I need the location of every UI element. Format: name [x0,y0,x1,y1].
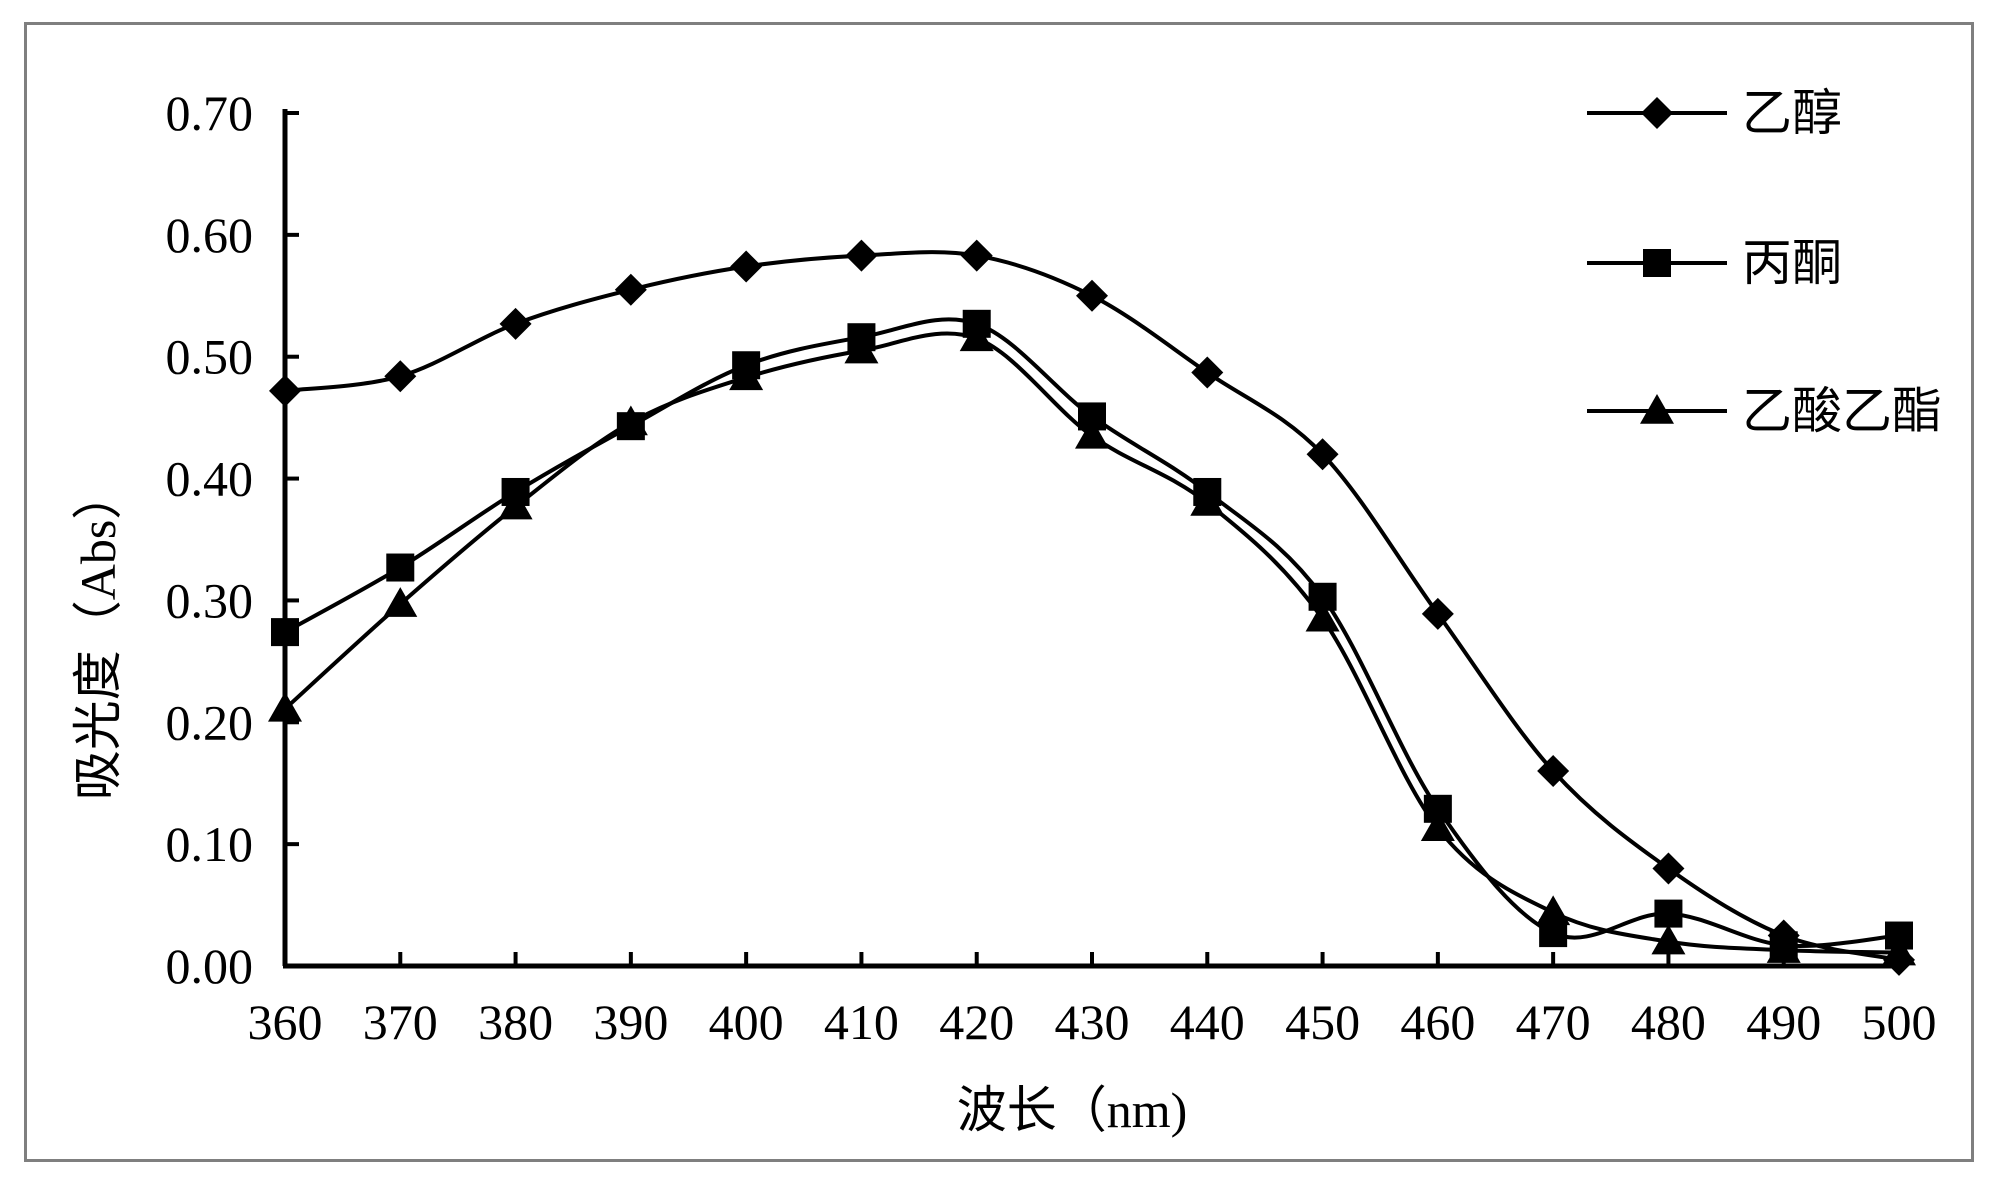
series-2-point [383,587,418,617]
series-2-point [1305,601,1340,632]
series-2-point [268,691,302,722]
series-0-point [1076,279,1108,312]
x-tick-label: 480 [1631,994,1706,1050]
series-0-point [1191,356,1224,389]
legend-label-0: 乙醇 [1742,85,1842,141]
x-tick-label: 470 [1516,994,1591,1050]
y-tick-label: 0.50 [166,329,254,385]
x-tick-label: 460 [1400,994,1475,1050]
series-2-point [729,360,764,391]
x-tick-label: 430 [1055,994,1130,1050]
legend-label-1: 丙酮 [1742,235,1842,291]
y-tick-label: 0.60 [166,207,254,263]
series-2-point [1766,933,1801,963]
y-tick-label: 0.70 [166,85,254,141]
series-2-point [1536,895,1571,926]
axes [282,109,1901,969]
series-2-point [1190,485,1225,516]
x-axis-title: 波长（nm) [957,1082,1188,1138]
series-2-point [1075,418,1109,449]
series-2-point [1420,811,1455,842]
series-0-point [614,273,647,306]
y-tick-label: 0.40 [166,451,254,507]
series-1-point [386,553,415,582]
x-tick-label: 440 [1170,994,1245,1050]
y-axis-title: 吸光度（Abs） [70,470,126,801]
y-tick-label: 0.20 [166,694,254,750]
series-0-point [499,307,532,340]
series-lines [283,250,1900,962]
x-tick-label: 370 [363,994,438,1050]
series-1-point [1654,899,1683,928]
x-tick-label: 360 [248,994,323,1050]
x-tick-label: 400 [709,994,784,1050]
y-tick-label: 0.00 [166,938,254,994]
series-2-point [498,489,533,520]
series-0-point [1306,438,1339,471]
series-0-point [730,250,763,283]
legend-marker-2 [1640,394,1674,424]
x-tick-label: 390 [593,994,668,1050]
series-0-point [960,239,993,272]
y-tick-label: 0.10 [166,816,254,872]
absorbance-line-chart: 0.000.100.200.300.400.500.600.70 360 370 3… [70,85,1942,1138]
x-tick-label: 420 [939,994,1014,1050]
series-1-point [271,618,299,647]
series-line-0 [284,250,1900,962]
y-tick-labels: 0.00 0.10 0.20 0.30 0.40 0.50 0.60 0.70 [166,85,254,994]
y-tick-label: 0.30 [166,572,254,628]
chart-frame: 0.00 0.10 0.20 0.30 0.40 0.50 0.60 0.70 360 370 3… [24,22,1974,1162]
x-tick-labels: 360 370 380 390 400 410 420 430 440 450 460 470 480 4… [248,994,1937,1050]
series-markers [268,239,1916,976]
series-line-1 [284,317,1900,948]
x-tick-label: 500 [1862,994,1937,1050]
series-2-point [1651,924,1686,955]
series-0-point [1421,597,1454,630]
series-0-point [269,374,301,407]
series-0-point [384,360,417,393]
x-tick-label: 490 [1746,994,1821,1050]
x-tick-label: 380 [478,994,553,1050]
series-2-point [844,333,879,364]
x-tick-label: 410 [824,994,899,1050]
series-0-point [1652,852,1685,885]
series-2-point [613,405,648,436]
legend-label-2: 乙酸乙酯 [1742,383,1942,439]
legend-marker-0 [1641,97,1673,129]
series-2-point [1882,935,1916,966]
series-0-point [1537,755,1570,788]
x-tick-label: 450 [1285,994,1360,1050]
series-2-point [959,321,994,352]
legend-marker-1 [1643,249,1671,277]
series-0-point [845,239,878,272]
